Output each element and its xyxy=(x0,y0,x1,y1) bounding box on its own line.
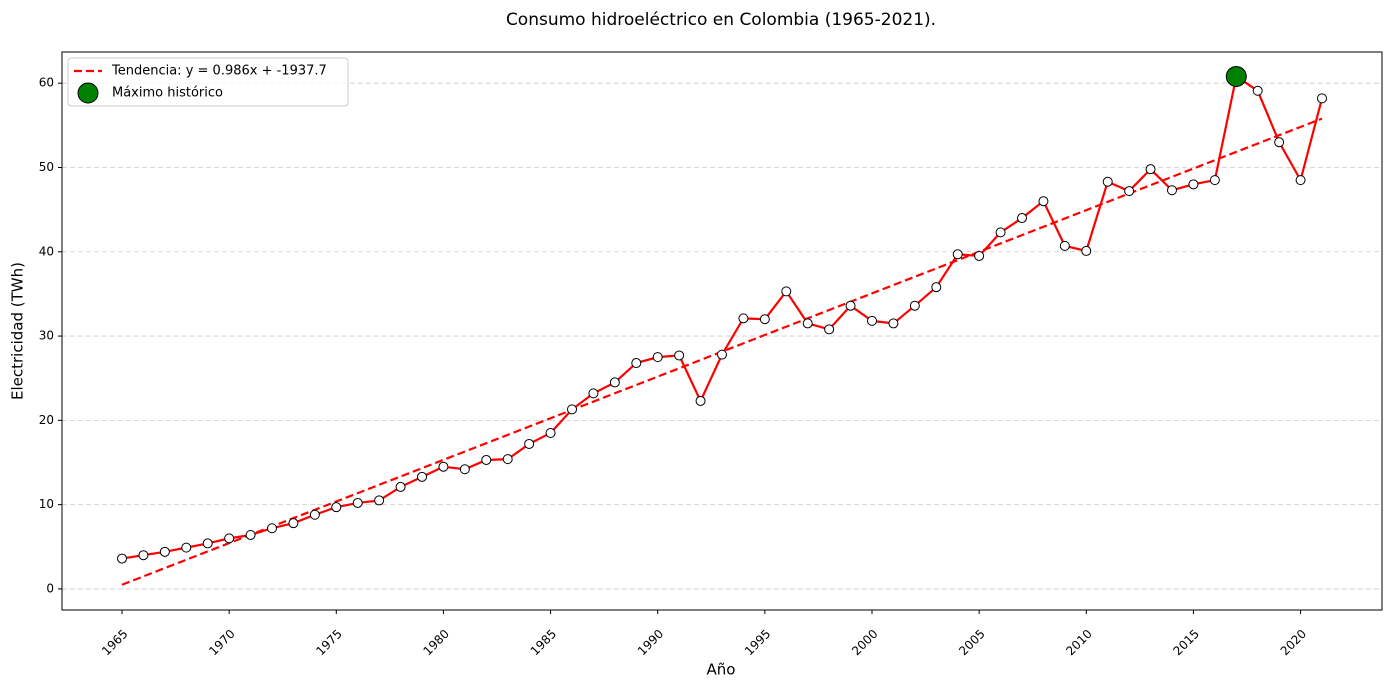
data-point xyxy=(502,454,513,465)
legend-label: Tendencia: y = 0.986x + -1937.7 xyxy=(111,64,327,79)
data-point xyxy=(309,509,320,520)
data-point xyxy=(1124,186,1135,197)
x-tick-label: 1995 xyxy=(742,627,773,658)
data-point xyxy=(609,377,620,388)
data-point xyxy=(1209,175,1220,186)
data-point xyxy=(331,502,342,513)
y-tick-label: 10 xyxy=(39,497,54,511)
x-tick-label: 1970 xyxy=(206,627,237,658)
data-point xyxy=(652,352,663,363)
data-point xyxy=(1017,213,1027,224)
data-point xyxy=(1295,175,1306,186)
data-point xyxy=(117,553,127,564)
x-tick-label: 2005 xyxy=(956,627,987,658)
data-point xyxy=(695,395,706,406)
x-tick-label: 1975 xyxy=(313,627,344,658)
data-point xyxy=(481,454,492,465)
data-point xyxy=(395,481,406,492)
data-point xyxy=(138,550,149,561)
y-tick-label: 0 xyxy=(46,581,54,595)
data-point xyxy=(995,227,1006,238)
x-axis-label: Año xyxy=(707,661,736,679)
data-point xyxy=(1038,196,1049,207)
data-point xyxy=(1188,179,1199,190)
data-point xyxy=(545,427,556,438)
data-point xyxy=(288,518,299,529)
legend-swatch xyxy=(77,82,99,104)
x-tick-label: 2015 xyxy=(1171,627,1202,658)
data-point xyxy=(202,538,213,549)
data-point xyxy=(1252,85,1263,96)
data-point xyxy=(181,542,192,553)
x-tick-label: 1990 xyxy=(635,627,666,658)
data-point xyxy=(888,318,899,329)
data-point xyxy=(438,461,449,472)
data-point xyxy=(567,404,577,415)
data-point xyxy=(245,529,256,540)
data-point xyxy=(159,546,170,557)
y-tick-label: 30 xyxy=(39,329,54,343)
data-line xyxy=(121,74,1324,560)
data-point xyxy=(867,315,877,326)
maximum-point xyxy=(1225,65,1247,87)
data-point xyxy=(1102,176,1113,187)
y-tick-label: 20 xyxy=(39,413,54,427)
y-axis-label: Electricidad (TWh) xyxy=(9,262,27,400)
data-point xyxy=(802,318,813,329)
x-tick-label: 1980 xyxy=(421,627,452,658)
data-point xyxy=(674,350,685,361)
data-point xyxy=(631,358,642,369)
data-point xyxy=(974,250,985,261)
data-point xyxy=(1081,245,1092,256)
data-point xyxy=(417,471,427,482)
data-point xyxy=(459,464,470,475)
data-point xyxy=(267,523,277,534)
data-point xyxy=(588,388,599,399)
data-point xyxy=(224,533,235,544)
legend-box xyxy=(67,57,349,107)
data-point xyxy=(1274,137,1285,148)
data-point xyxy=(824,324,835,335)
x-tick-label: 2020 xyxy=(1278,627,1309,658)
data-point xyxy=(845,300,856,311)
x-tick-label: 2010 xyxy=(1063,627,1094,658)
x-tick-label: 1985 xyxy=(528,627,559,658)
legend-label: Máximo histórico xyxy=(112,86,223,101)
data-point xyxy=(717,349,727,360)
y-tick-label: 40 xyxy=(39,244,54,258)
data-point xyxy=(1059,240,1070,251)
data-point xyxy=(952,249,963,260)
data-point xyxy=(524,438,535,449)
x-tick-label: 1965 xyxy=(99,627,130,658)
data-point xyxy=(1145,164,1156,175)
data-point xyxy=(759,314,770,325)
data-point xyxy=(781,286,792,297)
data-point xyxy=(374,495,385,506)
y-tick-label: 60 xyxy=(39,76,54,90)
plot-frame xyxy=(61,51,1383,611)
y-tick-label: 50 xyxy=(39,160,54,174)
data-point xyxy=(352,497,363,508)
chart-title: Consumo hidroeléctrico en Colombia (1965… xyxy=(506,10,936,30)
x-tick-label: 2000 xyxy=(849,627,880,658)
data-point xyxy=(1167,185,1177,196)
data-point xyxy=(1317,93,1327,104)
data-point xyxy=(931,282,942,293)
data-point xyxy=(738,313,749,324)
data-point xyxy=(909,300,920,311)
